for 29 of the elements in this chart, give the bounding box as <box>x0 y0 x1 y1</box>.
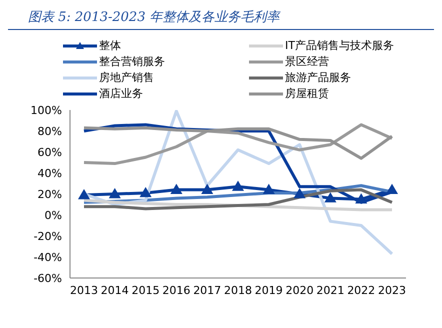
x-tick-label: 2020 <box>286 284 314 297</box>
x-tick-label: 2018 <box>224 284 252 297</box>
x-tick-label: 2014 <box>100 284 129 297</box>
y-tick-label: 80% <box>38 124 62 138</box>
legend-label: 房屋租赁 <box>285 86 330 101</box>
legend-label: IT产品销售与技术服务 <box>285 38 394 53</box>
y-tick-label: 40% <box>38 166 62 180</box>
x-tick-label: 2013 <box>70 284 98 297</box>
y-tick-label: 20% <box>38 188 62 201</box>
legend-label: 房地产销售 <box>99 70 154 85</box>
chart-title: 图表 5: 2013-2023 年整体及各业务毛利率 <box>8 8 434 30</box>
x-tick-label: 2019 <box>254 284 283 297</box>
x-tick-label: 2016 <box>162 284 190 297</box>
y-tick-label: -60% <box>34 272 62 285</box>
legend-label: 整合营销服务 <box>99 54 165 69</box>
y-tick-label: -40% <box>34 250 62 264</box>
x-tick-label: 2015 <box>132 284 160 297</box>
y-tick-label: 60% <box>38 146 62 159</box>
legend-label: 整体 <box>99 38 121 53</box>
legend-label: 酒店业务 <box>99 86 143 101</box>
x-tick-label: 2022 <box>347 284 376 297</box>
y-tick-label: -20% <box>34 230 62 243</box>
legend-label: 景区经营 <box>285 54 330 69</box>
legend-label: 旅游产品服务 <box>285 70 352 85</box>
x-tick-label: 2023 <box>378 284 406 297</box>
y-tick-label: 100% <box>30 104 62 117</box>
x-tick-label: 2017 <box>193 284 222 297</box>
y-tick-label: 0% <box>44 208 62 222</box>
x-tick-label: 2021 <box>316 284 344 297</box>
